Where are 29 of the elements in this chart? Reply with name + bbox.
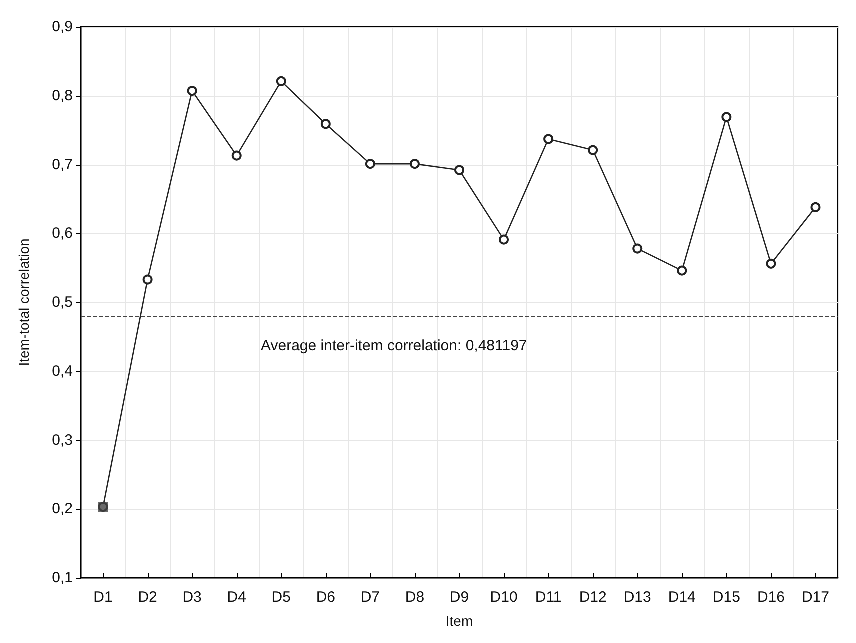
y-tick-label: 0,1 [52,570,73,586]
y-tick-label: 0,8 [52,87,73,104]
x-tick-label: D8 [405,589,425,606]
x-tick-label: D2 [138,589,158,606]
ref-line-label: Average inter-item correlation: 0,481197 [261,337,528,354]
x-tick-label: D4 [227,589,246,606]
x-tick-label: D5 [272,589,291,606]
y-tick-label: 0,3 [52,432,73,449]
x-tick-label: D9 [450,589,470,606]
y-tick-label: 0,7 [52,156,73,174]
x-tick-label: D6 [316,589,336,606]
y-tick-label: 0,4 [52,362,73,380]
x-tick-label: D7 [360,589,380,606]
x-tick-label: D3 [182,589,202,606]
x-tick-label: D17 [802,589,830,606]
y-tick-label: 0,9 [52,18,73,36]
y-tick-label: 0,6 [52,225,73,242]
x-tick-label: D13 [624,589,652,606]
y-axis-title: Item-total correlation [16,238,32,366]
y-tick-label: 0,2 [52,500,73,518]
x-tick-label: D10 [490,589,518,606]
x-tick-label: D12 [579,589,607,606]
y-tick-label: 0,5 [52,294,73,311]
x-tick-label: D15 [712,589,740,606]
x-tick-label: D1 [94,589,113,606]
x-tick-label: D11 [535,589,562,606]
x-tick-label: D14 [668,589,696,606]
x-axis-title: Item [446,613,474,629]
x-tick-label: D16 [757,589,785,606]
